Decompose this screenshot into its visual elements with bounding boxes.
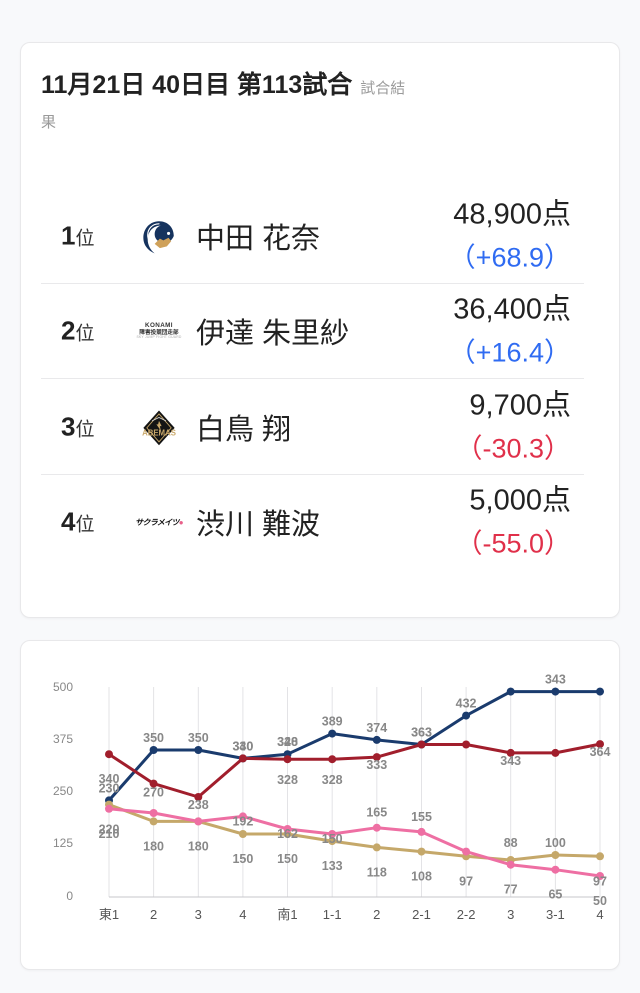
svg-text:343: 343	[545, 673, 566, 687]
svg-text:100: 100	[545, 836, 566, 850]
svg-text:ABEMAS: ABEMAS	[142, 428, 176, 437]
svg-text:97: 97	[459, 874, 473, 888]
svg-text:328: 328	[322, 773, 343, 787]
svg-text:50: 50	[593, 894, 607, 908]
svg-text:343: 343	[500, 754, 521, 768]
svg-text:500: 500	[53, 680, 73, 694]
svg-text:192: 192	[232, 814, 253, 828]
svg-text:165: 165	[366, 806, 387, 820]
svg-text:88: 88	[504, 836, 518, 850]
svg-text:374: 374	[366, 721, 387, 735]
svg-text:150: 150	[277, 852, 298, 866]
svg-text:3-1: 3-1	[546, 907, 565, 922]
svg-text:350: 350	[188, 731, 209, 745]
svg-text:3: 3	[507, 907, 514, 922]
svg-text:375: 375	[53, 732, 73, 746]
svg-text:363: 363	[411, 726, 432, 740]
svg-text:77: 77	[504, 883, 518, 897]
svg-text:180: 180	[143, 839, 164, 853]
svg-text:180: 180	[188, 839, 209, 853]
svg-text:350: 350	[143, 731, 164, 745]
svg-text:250: 250	[53, 784, 73, 798]
svg-text:328: 328	[277, 735, 298, 749]
svg-text:333: 333	[366, 758, 387, 772]
svg-text:118: 118	[367, 865, 387, 879]
svg-text:150: 150	[322, 832, 343, 846]
svg-text:210: 210	[99, 827, 120, 841]
svg-text:162: 162	[277, 827, 298, 841]
svg-text:4: 4	[239, 907, 246, 922]
svg-text:97: 97	[593, 874, 607, 888]
svg-text:133: 133	[322, 859, 343, 873]
svg-text:2: 2	[373, 907, 380, 922]
svg-text:0: 0	[66, 889, 73, 903]
svg-text:108: 108	[411, 870, 432, 884]
svg-text:2-2: 2-2	[457, 907, 476, 922]
svg-text:東1: 東1	[99, 907, 119, 922]
svg-text:238: 238	[188, 798, 209, 812]
svg-text:340: 340	[99, 772, 120, 786]
svg-text:3: 3	[195, 907, 202, 922]
svg-text:489: 489	[590, 669, 611, 683]
svg-text:155: 155	[411, 810, 432, 824]
svg-text:432: 432	[456, 697, 477, 711]
svg-text:2: 2	[150, 907, 157, 922]
svg-text:4: 4	[596, 907, 603, 922]
svg-text:270: 270	[143, 786, 164, 800]
svg-text:2-1: 2-1	[412, 907, 431, 922]
svg-text:364: 364	[590, 745, 611, 759]
svg-text:340: 340	[232, 739, 253, 753]
svg-text:125: 125	[53, 836, 73, 850]
svg-text:1-1: 1-1	[323, 907, 342, 922]
svg-text:65: 65	[548, 888, 562, 902]
svg-text:南1: 南1	[277, 907, 297, 922]
svg-text:150: 150	[232, 852, 253, 866]
svg-text:328: 328	[277, 773, 298, 787]
svg-text:389: 389	[322, 715, 343, 729]
